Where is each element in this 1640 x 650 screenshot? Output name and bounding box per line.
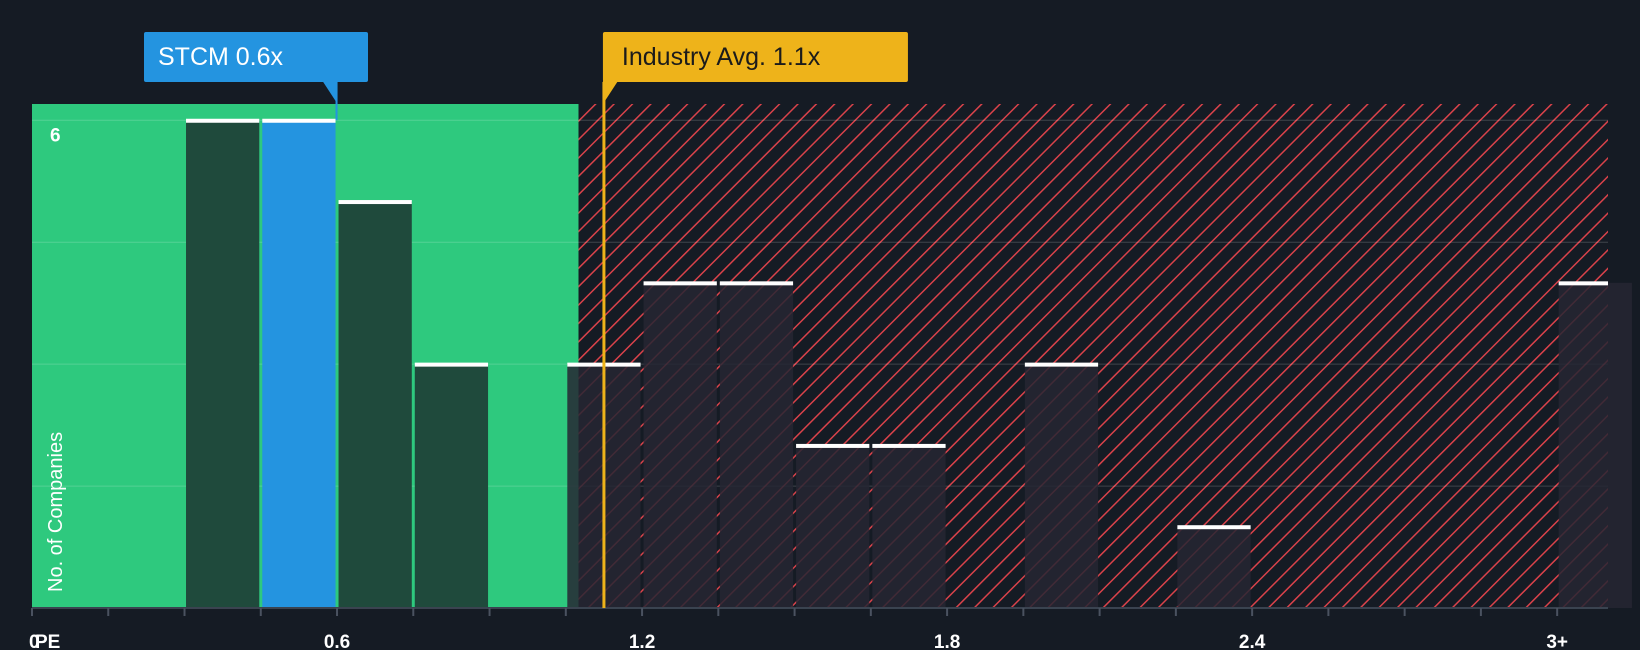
company-callout-label: STCM 0.6x — [158, 43, 284, 71]
x-tick-label: 0 — [29, 632, 40, 650]
company-pe-callout: STCM 0.6x — [144, 32, 368, 104]
bar — [719, 282, 794, 608]
bar-top-marker — [262, 118, 336, 123]
bar-top-marker — [719, 281, 794, 286]
bar — [872, 445, 946, 608]
bar — [186, 120, 260, 609]
y-axis-title: No. of Companies — [45, 432, 67, 592]
company-bar — [262, 120, 336, 609]
bar-top-marker — [1024, 362, 1099, 367]
bar-top-marker — [643, 281, 717, 286]
bar-top-marker — [872, 443, 946, 448]
x-tick-label: 1.8 — [934, 632, 960, 650]
bar-top-marker — [796, 443, 870, 448]
bar-top-marker — [338, 200, 412, 205]
x-tick-label: 2.4 — [1239, 632, 1266, 650]
bar — [643, 282, 717, 608]
industry-avg-callout: Industry Avg. 1.1x — [602, 32, 908, 104]
company-callout-pointer — [322, 81, 338, 104]
x-tick-label: 1.2 — [629, 632, 655, 650]
bar-top-marker — [414, 362, 489, 367]
bar — [414, 364, 489, 608]
bar-top-marker — [1558, 281, 1608, 286]
industry-callout-pointer — [602, 81, 618, 104]
bar — [1558, 282, 1632, 608]
x-axis-title: PE — [35, 632, 60, 650]
bar-top-marker — [1177, 525, 1251, 530]
bar — [1177, 526, 1251, 608]
y-tick-label: 6 — [50, 125, 61, 146]
company-callout-box — [144, 32, 368, 82]
x-tick-label: 0.6 — [324, 632, 350, 650]
bar — [1024, 364, 1099, 608]
bar-top-marker — [186, 118, 260, 123]
bar — [338, 201, 412, 608]
industry-callout-box — [602, 32, 908, 82]
x-tick-label: 3+ — [1546, 632, 1568, 650]
industry-callout-label: Industry Avg. 1.1x — [622, 43, 821, 71]
bar — [796, 445, 870, 608]
